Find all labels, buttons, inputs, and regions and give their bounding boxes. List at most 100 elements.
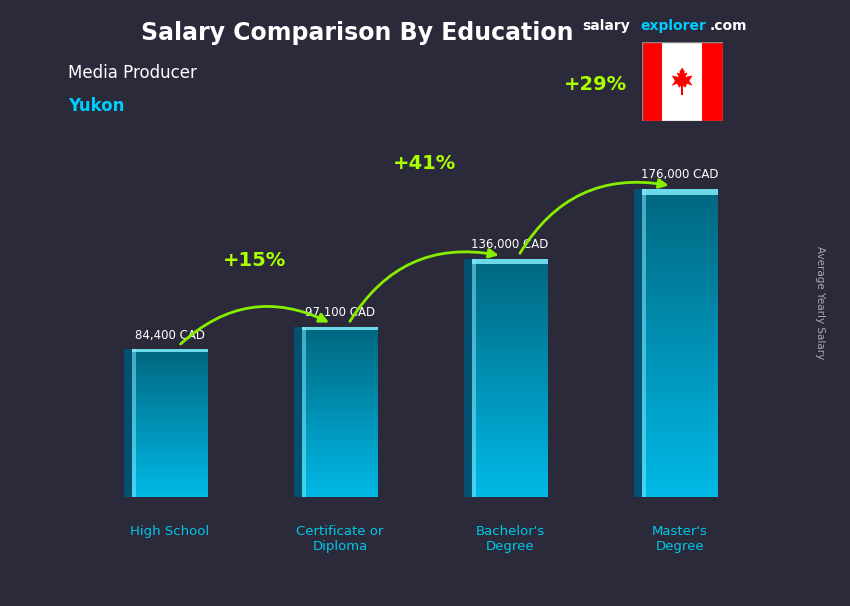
- Bar: [124, 350, 132, 497]
- Bar: [642, 324, 718, 328]
- Bar: [302, 336, 378, 338]
- Bar: [132, 353, 208, 355]
- Bar: [642, 412, 718, 416]
- Bar: [642, 243, 718, 247]
- Bar: [472, 286, 548, 289]
- Bar: [642, 439, 718, 443]
- Bar: [472, 333, 548, 336]
- Bar: [642, 208, 718, 213]
- Bar: [642, 328, 718, 331]
- Bar: [642, 193, 718, 197]
- Bar: [642, 478, 718, 482]
- Bar: [681, 84, 683, 95]
- Bar: [642, 393, 718, 397]
- Bar: [472, 476, 548, 479]
- Bar: [302, 469, 378, 471]
- Bar: [642, 331, 718, 336]
- Bar: [642, 189, 646, 497]
- Bar: [642, 435, 718, 439]
- Bar: [302, 421, 378, 422]
- Bar: [472, 259, 548, 264]
- Bar: [132, 350, 136, 497]
- Bar: [642, 482, 718, 485]
- Bar: [302, 350, 378, 353]
- Bar: [472, 274, 548, 277]
- Bar: [472, 298, 548, 301]
- Bar: [132, 366, 208, 368]
- Bar: [302, 384, 378, 387]
- Bar: [302, 333, 378, 336]
- Bar: [132, 350, 208, 352]
- Text: Yukon: Yukon: [68, 97, 124, 115]
- Bar: [132, 469, 208, 471]
- Bar: [642, 320, 718, 324]
- Bar: [132, 412, 208, 414]
- Bar: [132, 418, 208, 419]
- Bar: [642, 251, 718, 255]
- Bar: [302, 382, 378, 384]
- Bar: [302, 376, 378, 378]
- Bar: [132, 408, 208, 410]
- Bar: [472, 339, 548, 342]
- Bar: [302, 493, 378, 494]
- Bar: [132, 368, 208, 370]
- Bar: [132, 359, 208, 361]
- Bar: [302, 484, 378, 486]
- Polygon shape: [672, 68, 692, 87]
- Bar: [302, 425, 378, 427]
- Bar: [472, 482, 548, 485]
- Bar: [132, 351, 208, 353]
- Bar: [642, 247, 718, 251]
- Bar: [302, 408, 378, 410]
- Bar: [642, 259, 718, 262]
- Text: +29%: +29%: [564, 75, 626, 94]
- Bar: [132, 467, 208, 469]
- Bar: [302, 344, 378, 346]
- Bar: [132, 447, 208, 449]
- Bar: [472, 289, 548, 292]
- Bar: [472, 358, 548, 360]
- Bar: [472, 342, 548, 345]
- Bar: [642, 428, 718, 431]
- Bar: [642, 443, 718, 447]
- Bar: [642, 189, 718, 195]
- Bar: [642, 266, 718, 270]
- Bar: [472, 450, 548, 452]
- Bar: [472, 455, 548, 458]
- Bar: [302, 448, 378, 450]
- Bar: [302, 422, 378, 425]
- Bar: [472, 422, 548, 425]
- Bar: [642, 282, 718, 285]
- Bar: [302, 387, 378, 388]
- Bar: [472, 399, 548, 402]
- Bar: [472, 387, 548, 390]
- Bar: [302, 388, 378, 391]
- Bar: [642, 424, 718, 428]
- Bar: [132, 384, 208, 386]
- Bar: [132, 490, 208, 491]
- Bar: [132, 416, 208, 418]
- Bar: [302, 367, 378, 370]
- Bar: [132, 419, 208, 421]
- Bar: [132, 425, 208, 427]
- Bar: [302, 418, 378, 421]
- Bar: [132, 427, 208, 428]
- Bar: [302, 380, 378, 382]
- Bar: [302, 482, 378, 484]
- Bar: [472, 488, 548, 491]
- Bar: [132, 381, 208, 382]
- Bar: [642, 270, 718, 274]
- Bar: [642, 308, 718, 312]
- Bar: [132, 407, 208, 408]
- Bar: [472, 414, 548, 417]
- Bar: [302, 454, 378, 456]
- Bar: [472, 268, 548, 271]
- Bar: [642, 408, 718, 412]
- Bar: [642, 239, 718, 243]
- Bar: [642, 351, 718, 355]
- Bar: [132, 454, 208, 456]
- Bar: [472, 420, 548, 422]
- Bar: [132, 495, 208, 497]
- Bar: [302, 353, 378, 355]
- Bar: [132, 405, 208, 407]
